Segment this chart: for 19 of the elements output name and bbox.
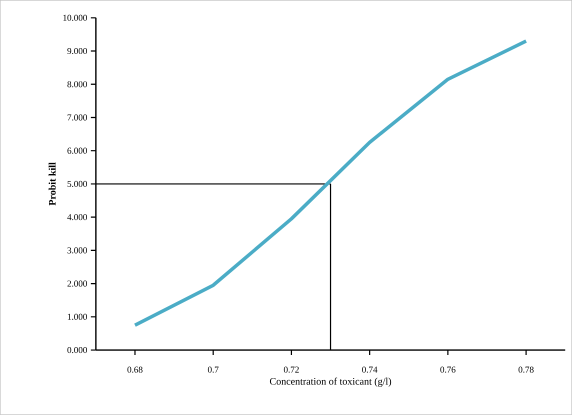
y-tick-label: 4.000: [67, 214, 87, 220]
x-axis-title: Concentration of toxicant (g/l): [270, 378, 392, 387]
y-axis-title: Probit kill: [48, 162, 56, 206]
y-tick-label: 3.000: [67, 247, 87, 254]
y-tick-label: 2.000: [67, 280, 87, 287]
y-tick-label: 6.000: [67, 148, 87, 154]
x-tick-label: 0.78: [518, 366, 534, 373]
x-tick-label: 0.68: [127, 366, 143, 373]
x-tick-label: 0.7: [208, 366, 219, 373]
y-tick-label: 9.000: [67, 48, 87, 54]
y-tick-label: 10.000: [63, 14, 87, 21]
x-tick-label: 0.74: [362, 366, 378, 373]
y-tick-label: 1.000: [68, 314, 87, 320]
y-tick-label: 5.000: [68, 180, 87, 188]
y-tick-label: 7.000: [68, 114, 87, 121]
y-tick-label: 0.000: [67, 347, 87, 354]
y-tick-label: 8.000: [67, 81, 87, 88]
x-tick-label: 0.72: [284, 366, 299, 373]
x-tick-label: 0.76: [440, 366, 456, 373]
